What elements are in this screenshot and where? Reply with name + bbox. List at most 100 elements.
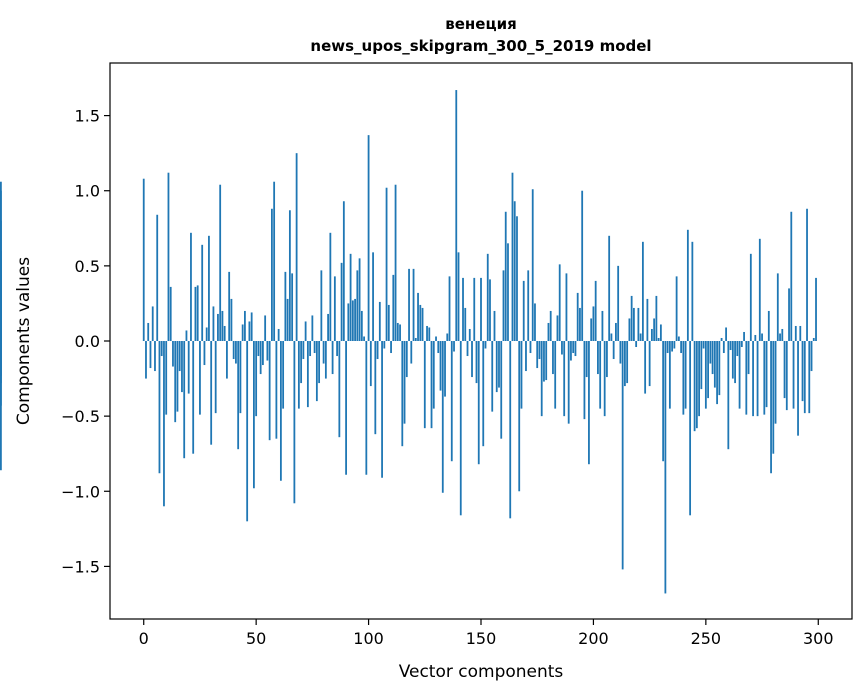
bar bbox=[783, 341, 786, 399]
bar bbox=[176, 341, 179, 412]
bar bbox=[354, 298, 356, 341]
bar bbox=[223, 325, 226, 341]
bar bbox=[743, 331, 745, 341]
bar bbox=[228, 271, 231, 341]
bar bbox=[232, 341, 235, 360]
bar bbox=[489, 279, 491, 341]
bar bbox=[169, 286, 172, 341]
y-tick-label: −1.0 bbox=[61, 482, 100, 501]
bar bbox=[529, 341, 532, 354]
bar bbox=[581, 190, 584, 341]
bar bbox=[142, 178, 145, 341]
bar bbox=[626, 341, 629, 384]
bar bbox=[522, 280, 525, 341]
bar bbox=[615, 322, 617, 341]
bar bbox=[677, 336, 680, 341]
bar bbox=[151, 306, 154, 341]
bar bbox=[174, 341, 177, 423]
bar bbox=[516, 216, 518, 341]
bar bbox=[464, 307, 467, 341]
bar bbox=[518, 341, 521, 492]
bar bbox=[336, 341, 338, 357]
bar bbox=[491, 341, 494, 412]
bar bbox=[722, 341, 725, 354]
bar bbox=[619, 341, 622, 364]
bar bbox=[549, 310, 552, 341]
bar bbox=[716, 341, 718, 405]
bar bbox=[349, 253, 352, 341]
bar bbox=[502, 270, 505, 341]
bar bbox=[183, 341, 186, 459]
bar bbox=[471, 341, 473, 378]
bar bbox=[734, 341, 736, 384]
bar bbox=[293, 341, 296, 504]
bar bbox=[680, 341, 683, 354]
bar bbox=[770, 341, 772, 474]
y-tick-label: 1.5 bbox=[75, 107, 100, 126]
bar bbox=[239, 341, 242, 414]
bar bbox=[199, 341, 201, 415]
bar bbox=[736, 341, 739, 357]
bar bbox=[745, 341, 748, 415]
bar bbox=[383, 341, 386, 349]
bar bbox=[419, 304, 422, 341]
bar bbox=[156, 214, 159, 341]
bar bbox=[779, 333, 781, 341]
bar bbox=[534, 303, 536, 341]
bar bbox=[718, 341, 721, 396]
bar bbox=[698, 341, 700, 417]
bar bbox=[385, 187, 388, 341]
bar bbox=[484, 341, 487, 349]
bar bbox=[756, 341, 759, 417]
bar bbox=[396, 322, 399, 341]
bar bbox=[758, 238, 761, 341]
bar bbox=[181, 341, 183, 393]
bar bbox=[257, 341, 260, 357]
bar bbox=[509, 341, 512, 519]
bar bbox=[621, 341, 624, 570]
bar bbox=[711, 341, 714, 375]
y-axis: −1.5 −1.0 −0.5 0.0 0.5 1.0 1.5 bbox=[61, 107, 110, 576]
bar bbox=[201, 244, 204, 341]
bar bbox=[387, 304, 390, 341]
bar bbox=[684, 341, 687, 409]
bar bbox=[259, 341, 262, 375]
bar bbox=[196, 285, 199, 341]
bars-group bbox=[0, 90, 817, 594]
bar bbox=[277, 328, 280, 341]
bar bbox=[417, 292, 419, 341]
bar bbox=[704, 341, 707, 409]
bar bbox=[266, 341, 269, 361]
bar bbox=[538, 341, 541, 360]
bar bbox=[178, 341, 181, 372]
bar bbox=[244, 310, 246, 341]
bar bbox=[763, 341, 766, 415]
bar bbox=[435, 336, 437, 341]
bar bbox=[273, 181, 276, 341]
bar bbox=[390, 341, 392, 354]
bar bbox=[338, 341, 341, 438]
bar bbox=[459, 341, 462, 516]
x-tick-label: 200 bbox=[578, 629, 609, 648]
bar bbox=[511, 172, 514, 341]
bar bbox=[235, 341, 237, 364]
bar bbox=[767, 310, 770, 341]
bar bbox=[376, 341, 379, 360]
bar bbox=[0, 181, 2, 341]
bar bbox=[657, 337, 660, 341]
bar bbox=[192, 341, 195, 454]
bar bbox=[686, 229, 689, 341]
bar bbox=[444, 341, 446, 397]
bar bbox=[262, 341, 264, 366]
bar bbox=[394, 184, 397, 341]
bar bbox=[302, 341, 305, 360]
y-tick-label: 0.0 bbox=[75, 332, 100, 351]
bar bbox=[545, 341, 548, 381]
bar bbox=[356, 270, 359, 341]
bar bbox=[340, 262, 343, 341]
bar bbox=[255, 341, 258, 417]
bar bbox=[543, 341, 545, 382]
bar bbox=[480, 277, 482, 341]
bar bbox=[495, 341, 498, 393]
bar bbox=[554, 341, 557, 409]
